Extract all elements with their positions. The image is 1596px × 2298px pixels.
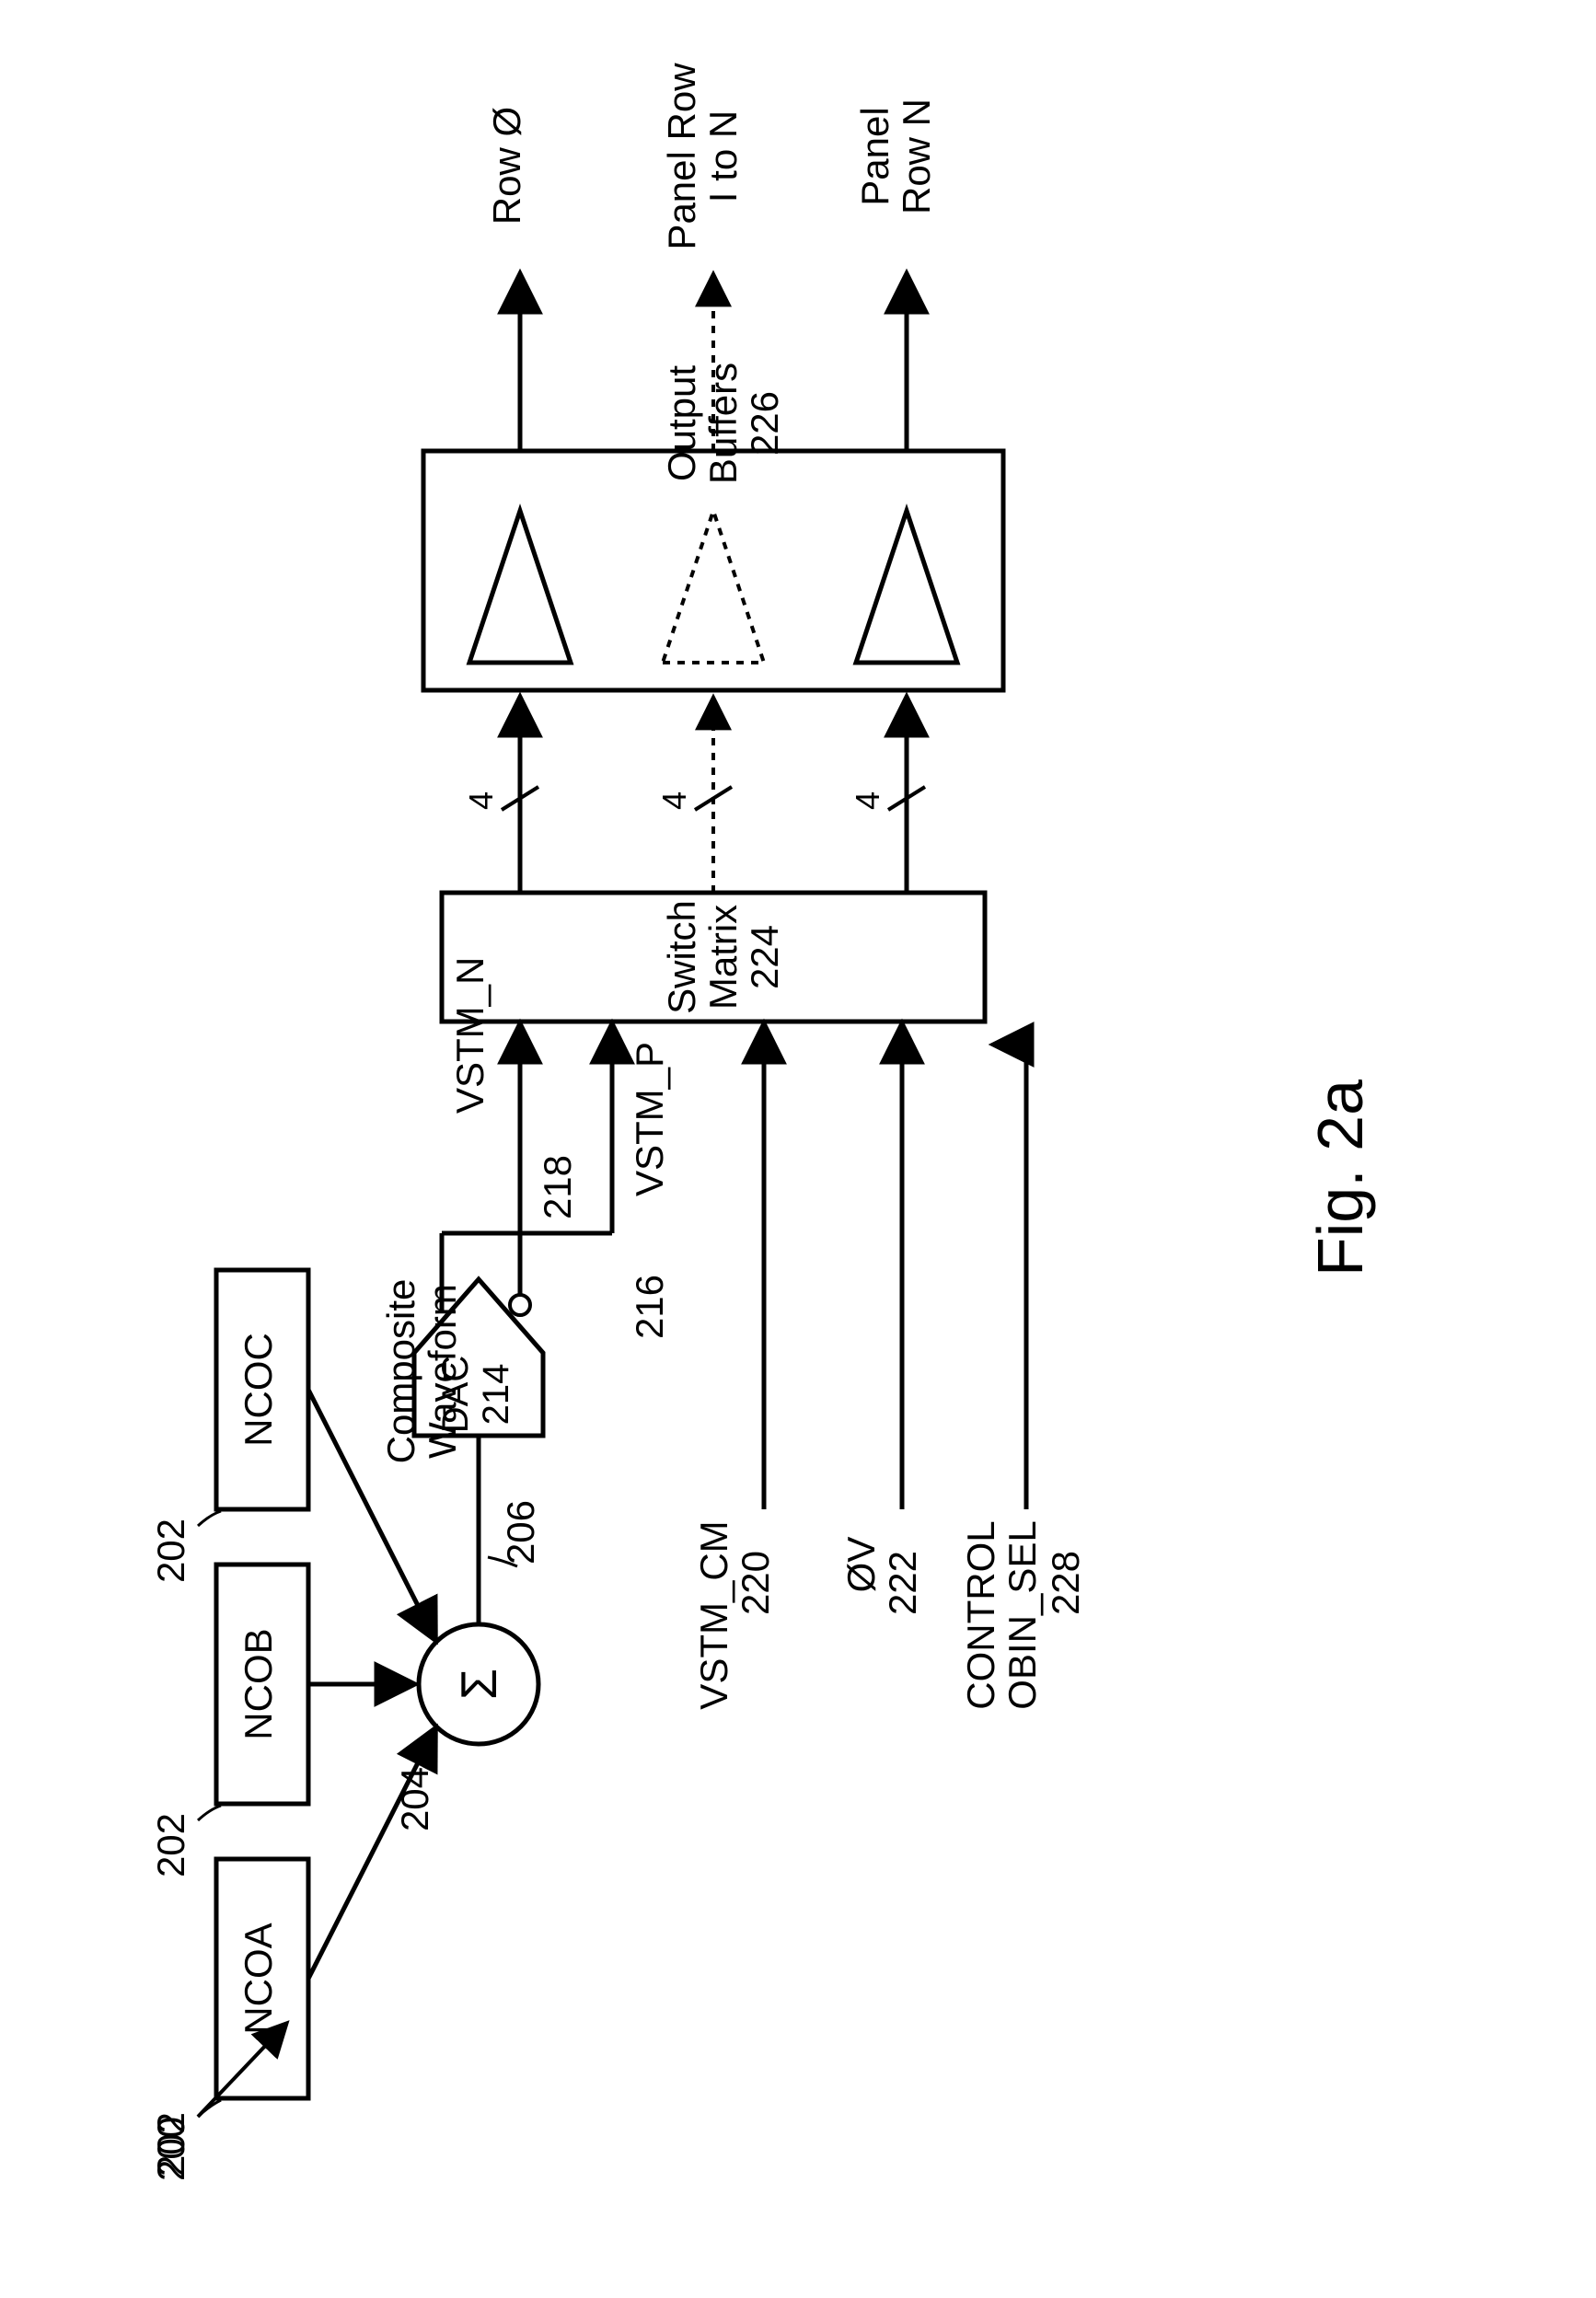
zero-v-label: ØV [839,1537,883,1593]
zero-v-ref: 222 [881,1551,924,1615]
ob-l1: Output [660,365,703,481]
output-buffers-rect [423,451,1003,690]
nco-a-arrow [308,1730,434,1979]
ob-l2: Buffers [701,363,745,484]
nco-b-label: NCOB [237,1628,280,1739]
buffer-mid-icon [663,511,764,663]
vstm-p-ref: 216 [628,1275,671,1339]
nco-b: NCOB 202 [149,1565,308,1877]
control-l1: CONTROL [959,1520,1002,1709]
vstm-cm-label: VSTM_CM [692,1520,735,1709]
sm-ref: 224 [743,925,786,989]
figure-label: Fig. 2a [1304,1080,1376,1276]
bus-mid-slash [695,787,732,810]
buffer-0-icon [469,511,571,663]
control-l2: OBIN_SEL [1000,1520,1044,1709]
inversion-bubble [510,1295,530,1315]
nco-a-label: NCOA [237,1923,280,2034]
sm-l1: Switch [660,900,703,1014]
dac-label: DAC [435,1356,476,1433]
out-n-l2: Row N [895,98,938,214]
vstm-n-label: VSTM_N [448,957,492,1114]
out-n-l1: Panel [853,107,896,205]
buffer-n-icon [856,511,957,663]
sigma-icon: Σ [450,1669,507,1700]
nco-a-ref: 202 [149,2112,192,2177]
nco-c-ref: 202 [149,1519,192,1583]
vstm-p-label: VSTM_P [628,1042,671,1196]
diagram-canvas-2: 200 NCOA 202 NCOB 202 NCOC 202 Σ 204 Com… [0,0,1596,2298]
control-ref: 228 [1044,1551,1087,1615]
ob-ref: 226 [743,391,786,456]
nco-b-ref: 202 [149,1813,192,1877]
nco-c: NCOC 202 [149,1270,308,1583]
out-mid-l2: I to N [701,110,745,202]
bus-n-width: 4 [849,791,886,810]
out-0-label: Row Ø [485,107,528,225]
sm-l2: Matrix [701,905,745,1010]
nco-c-label: NCOC [237,1333,280,1447]
vstm-n-ref: 218 [536,1155,579,1219]
bus-0-width: 4 [462,791,500,810]
vstm-cm-ref: 220 [734,1551,777,1615]
out-mid-l1: Panel Row [660,63,703,250]
nco-a: NCOA 202 [149,1859,308,2177]
composite-ref: 206 [499,1500,542,1565]
bus-mid-width: 4 [655,791,693,810]
dac-ref: 214 [476,1364,516,1426]
ref-200-arrow [198,2025,285,2117]
